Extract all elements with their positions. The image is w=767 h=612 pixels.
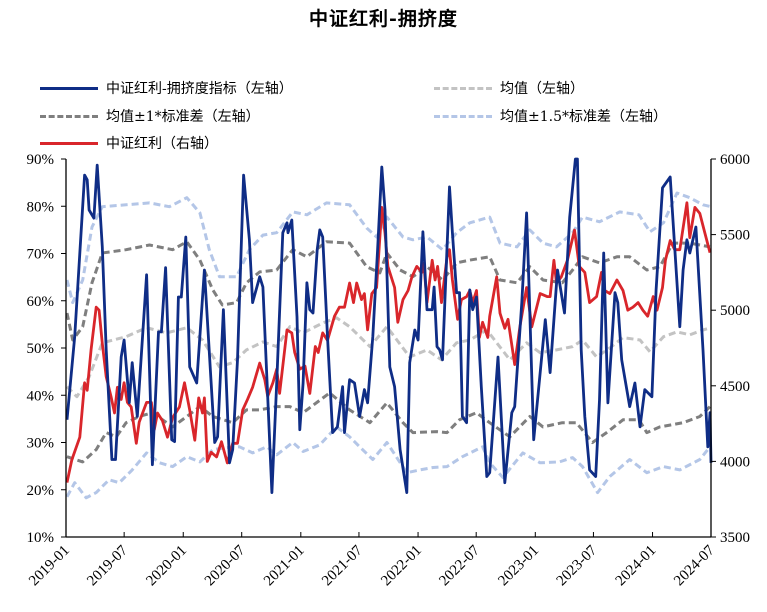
x-tick-label: 2021-07	[319, 542, 366, 589]
y-left-tick-label: 90%	[27, 152, 55, 168]
x-tick-label: 2024-01	[613, 543, 660, 590]
legend-label: 中证红利-拥挤度指标（左轴）	[106, 81, 293, 97]
y-left-tick-label: 40%	[27, 388, 55, 404]
legend-item-index: 中证红利（右轴）	[40, 133, 218, 153]
x-tick-label: 2019-07	[84, 542, 131, 589]
legend-label: 均值±1.5*标准差（左轴）	[500, 109, 667, 125]
x-tick-label: 2023-01	[495, 543, 542, 590]
y-right-tick-label: 5500	[720, 228, 750, 244]
y-right-tick-label: 5000	[720, 303, 750, 319]
y-right-tick-label: 4000	[720, 454, 750, 470]
y-left-tick-label: 10%	[27, 530, 55, 546]
legend-swatch-dashed-gray	[40, 114, 98, 118]
y-left-tick-label: 50%	[27, 341, 55, 357]
x-tick-label: 2020-01	[143, 543, 190, 590]
x-tick-label: 2019-01	[26, 543, 73, 590]
y-right-tick-label: 6000	[720, 152, 750, 168]
y-left-tick-label: 70%	[27, 247, 55, 263]
x-tick-label: 2022-07	[436, 542, 483, 589]
legend-swatch-dashed-lightblue	[434, 114, 492, 118]
x-tick-label: 2024-07	[671, 542, 718, 589]
series-line-upper-4	[65, 191, 712, 305]
series-line-6	[65, 201, 712, 483]
legend-item-mean: 均值（左轴）	[434, 78, 584, 98]
legend-item-1-5std: 均值±1.5*标准差（左轴）	[434, 106, 667, 126]
legend-swatch-solid-blue	[40, 86, 98, 90]
chart-title: 中证红利-拥挤度	[309, 8, 458, 30]
legend-item-crowding: 中证红利-拥挤度指标（左轴）	[40, 78, 293, 98]
legend-label: 中证红利（右轴）	[106, 136, 218, 152]
series-line-lower-5	[65, 425, 712, 500]
y-left-tick-label: 80%	[27, 199, 55, 215]
x-tick-label: 2022-01	[378, 543, 425, 590]
y-right-tick-label: 4500	[720, 379, 750, 395]
legend-swatch-solid-red	[40, 141, 98, 145]
x-tick-label: 2023-07	[554, 542, 601, 589]
y-left-tick-label: 60%	[27, 294, 55, 310]
legend-label: 均值±1*标准差（左轴）	[106, 109, 260, 125]
series-line-0	[65, 157, 713, 494]
y-left-tick-label: 20%	[27, 483, 55, 499]
x-tick-label: 2021-01	[261, 543, 308, 590]
legend-item-1std: 均值±1*标准差（左轴）	[40, 106, 260, 126]
legend-swatch-dashed-lightgray	[434, 86, 492, 90]
x-tick-label: 2020-07	[202, 542, 249, 589]
y-left-tick-label: 30%	[27, 436, 55, 452]
legend-label: 均值（左轴）	[500, 81, 584, 97]
y-right-tick-label: 3500	[720, 530, 750, 546]
